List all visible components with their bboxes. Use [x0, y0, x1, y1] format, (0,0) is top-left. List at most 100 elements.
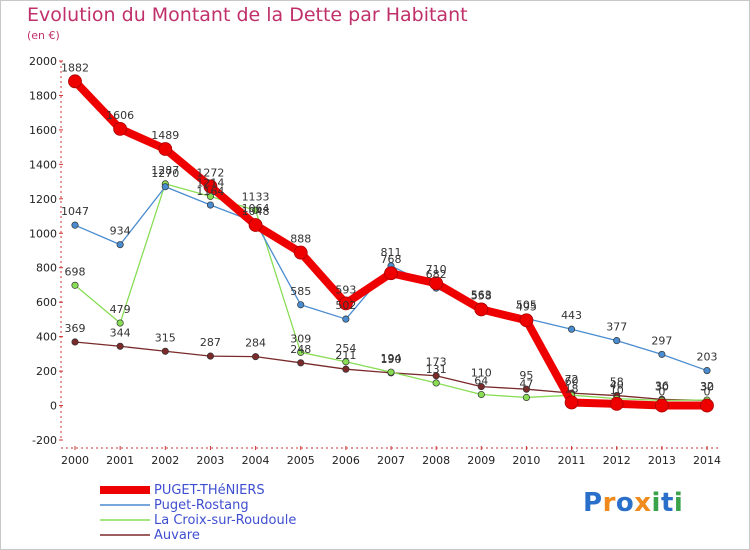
data-point — [252, 206, 260, 214]
y-tick-label: 400 — [36, 331, 57, 344]
data-label: 211 — [335, 349, 356, 362]
data-point — [568, 325, 576, 333]
y-tick-label: 1800 — [29, 89, 57, 102]
data-label: 811 — [381, 246, 402, 259]
data-label: 1287 — [151, 164, 179, 177]
logo-letter: r — [602, 488, 616, 518]
data-label: 369 — [65, 322, 86, 335]
data-label: 254 — [335, 342, 356, 355]
data-label: 1489 — [151, 129, 179, 142]
x-tick-label: 2006 — [332, 454, 360, 467]
data-label: 32 — [700, 380, 714, 393]
data-label: 315 — [155, 331, 176, 344]
data-label: 502 — [335, 299, 356, 312]
data-point — [158, 142, 173, 156]
chart-title: Evolution du Montant de la Dette par Hab… — [27, 4, 468, 26]
y-tick-label: 0 — [50, 400, 57, 413]
data-label: 593 — [335, 283, 356, 296]
data-label: 1064 — [242, 202, 270, 215]
y-tick-label: 1400 — [29, 158, 57, 171]
data-label: 194 — [381, 352, 402, 365]
x-tick-label: 2011 — [558, 454, 586, 467]
data-label: 284 — [245, 337, 266, 350]
data-point — [161, 183, 169, 191]
data-label: 95 — [519, 369, 533, 382]
data-label: 1270 — [151, 167, 179, 180]
data-label: 563 — [471, 289, 492, 302]
data-point — [474, 302, 489, 317]
x-tick-label: 2001 — [106, 454, 134, 467]
data-label: 131 — [426, 363, 447, 376]
data-point — [522, 385, 530, 393]
logo-letter: t — [660, 488, 674, 518]
data-point — [248, 218, 263, 232]
data-point — [293, 245, 308, 260]
data-label: 443 — [561, 309, 582, 322]
data-label: 1606 — [106, 109, 134, 122]
data-point — [206, 352, 214, 360]
data-label: 479 — [110, 303, 131, 316]
data-point — [564, 395, 579, 410]
data-point — [654, 398, 669, 413]
data-label: 1164 — [196, 185, 224, 198]
data-point — [609, 396, 624, 411]
data-label: 58 — [610, 376, 624, 389]
data-point — [658, 350, 666, 358]
data-label: 173 — [426, 356, 447, 369]
data-label: 698 — [65, 265, 86, 278]
chart-unit: (en €) — [27, 29, 60, 42]
data-label: 64 — [474, 375, 488, 388]
data-point — [68, 74, 82, 89]
data-point — [113, 121, 128, 136]
legend-label: La Croix-sur-Roudoule — [154, 513, 296, 528]
data-label: 505 — [516, 299, 537, 312]
data-label: 36 — [655, 379, 669, 392]
x-tick-label: 2004 — [242, 454, 270, 467]
y-tick-label: 1200 — [29, 193, 57, 206]
data-label: 110 — [471, 367, 492, 380]
data-point — [297, 359, 305, 367]
data-point — [206, 201, 214, 209]
y-tick-label: 800 — [36, 262, 57, 275]
y-tick-label: 600 — [36, 296, 57, 309]
legend-label: Puget-Rostang — [154, 498, 249, 513]
data-label: 47 — [519, 377, 533, 390]
logo-letter: x — [634, 488, 652, 518]
y-tick-label: 1000 — [29, 227, 57, 240]
x-tick-label: 2003 — [196, 454, 224, 467]
data-label: 682 — [426, 268, 447, 281]
y-tick-label: 2000 — [29, 55, 57, 68]
data-point — [297, 348, 305, 356]
data-point — [700, 398, 714, 413]
data-label: 203 — [697, 351, 718, 364]
y-tick-label: -200 — [32, 434, 57, 447]
data-point — [432, 379, 440, 387]
data-point — [387, 368, 395, 376]
data-point — [522, 393, 530, 401]
series-line — [74, 183, 708, 402]
data-label: 344 — [110, 326, 131, 339]
data-label: 60 — [565, 375, 579, 388]
x-tick-label: 2012 — [603, 454, 631, 467]
legend-label: Auvare — [154, 528, 200, 543]
data-label: 0 — [658, 386, 665, 399]
x-tick-label: 2008 — [422, 454, 450, 467]
data-point — [429, 276, 444, 291]
data-label: 30 — [655, 380, 669, 393]
data-label: 30 — [700, 380, 714, 393]
data-label: 18 — [565, 382, 579, 395]
data-point — [252, 353, 260, 361]
y-tick-label: 1600 — [29, 124, 57, 137]
data-label: 297 — [651, 334, 672, 347]
data-point — [703, 367, 711, 375]
data-label: 40 — [610, 379, 624, 392]
x-tick-label: 2010 — [512, 454, 540, 467]
x-tick-label: 2009 — [467, 454, 495, 467]
data-label: 558 — [471, 289, 492, 302]
data-point — [161, 347, 169, 355]
data-point — [342, 358, 350, 366]
data-point — [71, 221, 79, 229]
data-point — [477, 383, 485, 391]
data-label: 190 — [381, 353, 402, 366]
